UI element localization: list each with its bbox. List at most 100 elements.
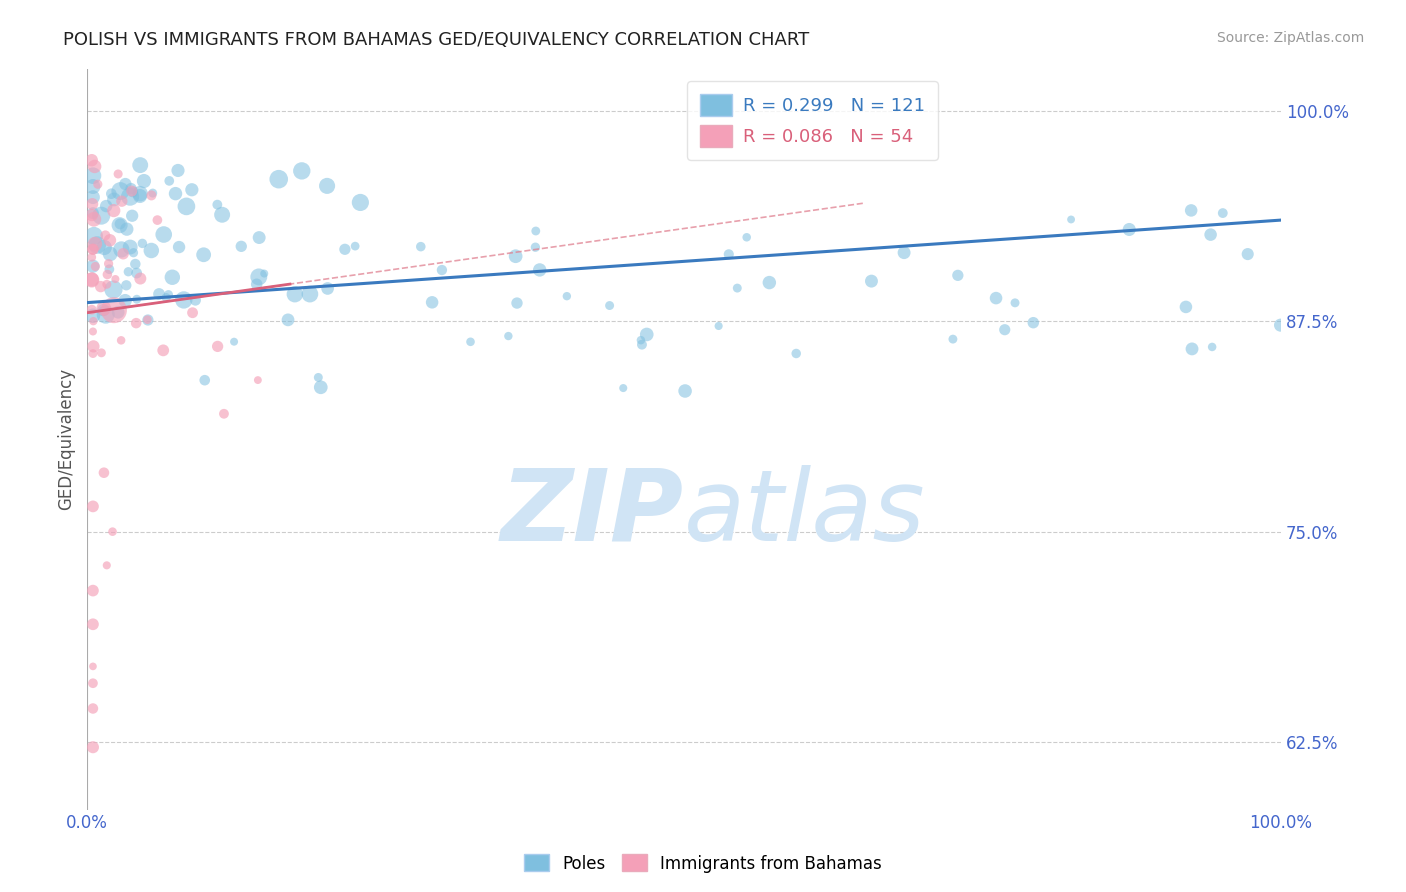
- Text: ZIP: ZIP: [501, 465, 683, 562]
- Point: [82, 197, 104, 211]
- Point: [98, 262, 121, 277]
- Point: [82, 583, 104, 598]
- Point: [93, 466, 115, 480]
- Point: [86, 238, 108, 252]
- Point: [247, 230, 270, 244]
- Point: [108, 217, 131, 231]
- Point: [82, 617, 104, 632]
- Point: [152, 227, 174, 242]
- Point: [90, 279, 112, 293]
- Point: [82, 339, 104, 353]
- Point: [349, 195, 371, 210]
- Point: [207, 339, 229, 353]
- Point: [82, 701, 104, 715]
- Point: [100, 186, 122, 201]
- Point: [333, 242, 356, 256]
- Point: [277, 313, 299, 327]
- Point: [1199, 227, 1222, 242]
- Point: [1181, 342, 1204, 356]
- Point: [555, 289, 578, 303]
- Point: [103, 303, 125, 318]
- Point: [152, 343, 174, 358]
- Point: [717, 247, 740, 261]
- Point: [136, 312, 159, 326]
- Point: [184, 293, 207, 308]
- Point: [246, 277, 269, 292]
- Point: [82, 314, 104, 328]
- Point: [1118, 222, 1140, 236]
- Point: [83, 160, 105, 174]
- Point: [94, 308, 117, 322]
- Point: [82, 346, 104, 360]
- Point: [758, 276, 780, 290]
- Point: [267, 172, 290, 186]
- Point: [80, 273, 103, 287]
- Point: [93, 301, 115, 316]
- Point: [80, 250, 103, 264]
- Point: [1180, 203, 1202, 218]
- Point: [80, 208, 103, 222]
- Point: [1174, 300, 1197, 314]
- Point: [117, 265, 139, 279]
- Point: [120, 189, 142, 203]
- Point: [193, 248, 215, 262]
- Point: [125, 316, 148, 330]
- Point: [316, 281, 339, 295]
- Point: [735, 230, 758, 244]
- Point: [631, 337, 654, 351]
- Point: [87, 178, 110, 192]
- Point: [942, 332, 965, 346]
- Point: [96, 268, 118, 282]
- Point: [284, 287, 307, 301]
- Point: [1004, 296, 1026, 310]
- Point: [180, 183, 202, 197]
- Point: [80, 302, 103, 317]
- Point: [129, 271, 152, 285]
- Point: [176, 199, 198, 213]
- Point: [82, 242, 104, 256]
- Point: [231, 239, 253, 253]
- Point: [82, 325, 104, 339]
- Point: [529, 263, 551, 277]
- Point: [636, 327, 658, 342]
- Point: [110, 243, 132, 257]
- Point: [599, 299, 621, 313]
- Point: [115, 222, 138, 236]
- Point: [82, 659, 104, 673]
- Point: [125, 266, 148, 280]
- Point: [82, 190, 104, 204]
- Point: [103, 283, 125, 297]
- Point: [1212, 206, 1234, 220]
- Point: [142, 186, 165, 200]
- Point: [141, 244, 163, 258]
- Point: [115, 278, 138, 293]
- Point: [132, 174, 155, 188]
- Point: [111, 194, 134, 209]
- Y-axis label: GED/Equivalency: GED/Equivalency: [58, 368, 75, 510]
- Point: [707, 318, 730, 333]
- Point: [141, 188, 163, 202]
- Point: [82, 169, 104, 183]
- Point: [82, 676, 104, 690]
- Point: [1022, 316, 1045, 330]
- Point: [90, 209, 112, 223]
- Point: [104, 272, 127, 286]
- Legend: Poles, Immigrants from Bahamas: Poles, Immigrants from Bahamas: [517, 847, 889, 880]
- Point: [162, 270, 184, 285]
- Legend: R = 0.299   N = 121, R = 0.086   N = 54: R = 0.299 N = 121, R = 0.086 N = 54: [688, 81, 938, 160]
- Point: [93, 303, 115, 318]
- Point: [114, 293, 136, 308]
- Point: [673, 384, 696, 398]
- Point: [80, 272, 103, 286]
- Point: [893, 245, 915, 260]
- Point: [1236, 247, 1258, 261]
- Point: [97, 257, 120, 271]
- Point: [212, 407, 235, 421]
- Point: [107, 305, 129, 319]
- Point: [946, 268, 969, 283]
- Point: [83, 228, 105, 243]
- Point: [82, 206, 104, 220]
- Point: [207, 197, 229, 211]
- Point: [498, 329, 520, 343]
- Point: [131, 236, 153, 251]
